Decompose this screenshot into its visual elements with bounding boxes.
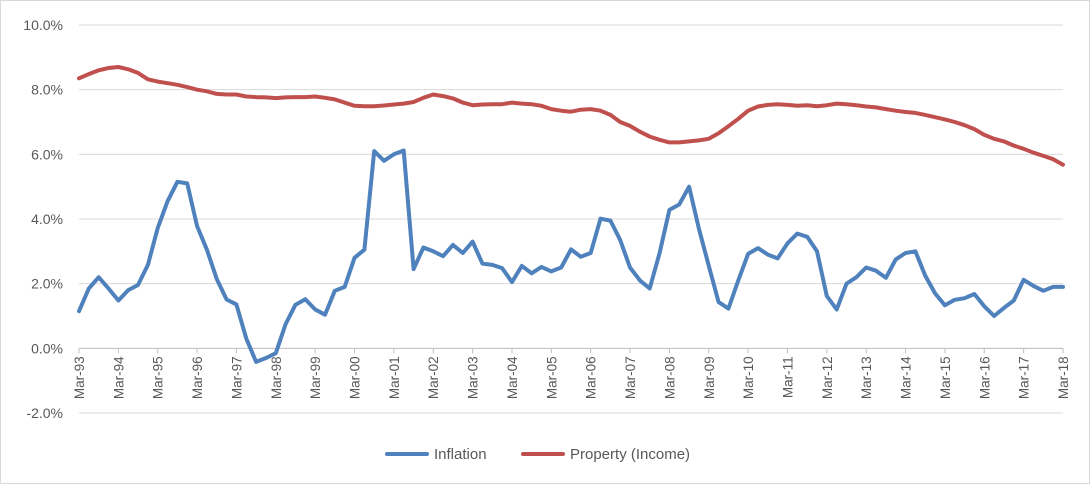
x-tick-label: Mar-05 bbox=[544, 356, 559, 399]
legend-label: Inflation bbox=[434, 446, 487, 463]
x-tick-label: Mar-16 bbox=[977, 356, 992, 399]
x-tick-label: Mar-03 bbox=[466, 356, 481, 399]
x-tick-label: Mar-99 bbox=[308, 356, 323, 399]
y-tick-label: 2.0% bbox=[31, 276, 63, 292]
x-axis-tick-labels: Mar-93 Mar-94 Mar-95 Mar-96 Mar-97 Mar-98 Mar-… bbox=[72, 356, 1071, 399]
x-tick-label: Mar-97 bbox=[229, 356, 244, 399]
x-tick-label: Mar-93 bbox=[72, 356, 87, 399]
x-tick-label: Mar-00 bbox=[348, 356, 363, 399]
x-tick-label: Mar-10 bbox=[741, 356, 756, 399]
legend-label: Property (Income) bbox=[570, 446, 690, 463]
y-tick-label: -2.0% bbox=[26, 405, 63, 421]
series-lines bbox=[77, 65, 1065, 364]
y-tick-label: 4.0% bbox=[31, 211, 63, 227]
x-tick-label: Mar-15 bbox=[938, 356, 953, 399]
gridlines bbox=[79, 24, 1063, 414]
y-tick-label: 8.0% bbox=[31, 82, 63, 98]
y-axis-tick-labels: -2.0% 0.0% 2.0% 4.0% 6.0% 8.0% 10.0% bbox=[23, 17, 63, 421]
x-tick-label: Mar-96 bbox=[190, 356, 205, 399]
x-tick-label: Mar-11 bbox=[780, 356, 795, 398]
y-tick-label: 6.0% bbox=[31, 146, 63, 162]
x-tick-label: Mar-95 bbox=[151, 356, 166, 399]
x-tick-label: Mar-18 bbox=[1056, 356, 1071, 399]
x-tick-label: Mar-08 bbox=[662, 356, 677, 399]
x-axis bbox=[78, 347, 1064, 354]
y-tick-label: 10.0% bbox=[23, 17, 63, 33]
x-tick-label: Mar-07 bbox=[623, 356, 638, 399]
x-tick-label: Mar-94 bbox=[111, 356, 126, 399]
series-line-property-income bbox=[77, 65, 1065, 167]
x-tick-label: Mar-09 bbox=[702, 356, 717, 399]
x-tick-label: Mar-13 bbox=[859, 356, 874, 399]
x-tick-label: Mar-01 bbox=[387, 356, 402, 399]
x-tick-label: Mar-02 bbox=[426, 356, 441, 399]
x-tick-label: Mar-98 bbox=[269, 356, 284, 399]
x-tick-label: Mar-14 bbox=[899, 356, 914, 399]
series-line-inflation bbox=[77, 148, 1065, 364]
legend: Inflation Property (Income) bbox=[385, 446, 690, 463]
x-tick-label: Mar-04 bbox=[505, 356, 520, 399]
x-tick-label: Mar-06 bbox=[584, 356, 599, 399]
x-tick-label: Mar-12 bbox=[820, 356, 835, 399]
y-tick-label: 0.0% bbox=[31, 340, 63, 356]
x-tick-label: Mar-17 bbox=[1017, 356, 1032, 399]
